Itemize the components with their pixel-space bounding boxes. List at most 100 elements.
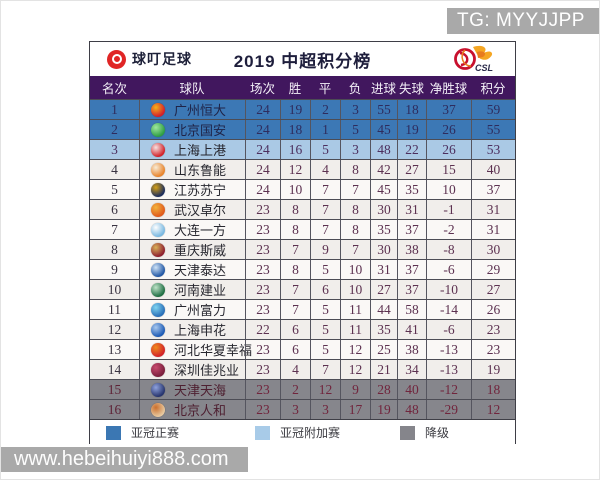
table-row: 4 山东鲁能 24 12 4 8 42 27 15 40 [90,159,515,179]
goal-diff-cell: -1 [426,200,471,219]
team-name: 山东鲁能 [174,163,227,178]
goals-for-cell: 45 [370,120,397,139]
legend-item: 降级 [400,420,449,445]
goals-for-cell: 27 [370,280,397,299]
table-row: 11 广州富力 23 7 5 11 44 58 -14 26 [90,299,515,319]
column-header: 净胜球 [429,82,468,96]
played-cell: 24 [245,120,280,139]
team-crest-icon [151,222,165,237]
standings-body: 1 广州恒大 24 19 2 3 55 18 37 59 2 北京国安 24 18 1 5 45 19 26 55 3 上… [90,99,515,419]
table-row: 14 深圳佳兆业 23 4 7 12 21 34 -13 19 [90,359,515,379]
losses-cell: 8 [340,200,370,219]
goal-diff-cell: -6 [426,320,471,339]
goal-diff-cell: -8 [426,240,471,259]
draws-cell: 7 [310,180,340,199]
goals-for-cell: 55 [370,100,397,119]
goal-diff-cell: -29 [426,400,471,419]
goals-for-cell: 45 [370,180,397,199]
rank-cell: 4 [111,161,118,177]
team-cell: 上海上港 [139,140,245,159]
wins-cell: 8 [280,260,310,279]
wins-cell: 3 [280,400,310,419]
goals-against-cell: 31 [397,200,426,219]
draws-cell: 6 [310,280,340,299]
losses-cell: 8 [340,160,370,179]
points-cell: 53 [471,140,515,159]
goal-diff-cell: -13 [426,340,471,359]
team-name: 天津泰达 [174,263,227,278]
losses-cell: 5 [340,120,370,139]
table-row: 9 天津泰达 23 8 5 10 31 37 -6 29 [90,259,515,279]
column-header: 场次 [249,82,275,96]
table-title-band: 球叮足球 2019 中超积分榜 CSL [90,42,515,76]
draws-cell: 1 [310,120,340,139]
draws-cell: 3 [310,400,340,419]
goal-diff-cell: 37 [426,100,471,119]
team-name: 重庆斯威 [174,243,227,258]
played-cell: 23 [245,380,280,399]
column-header: 进球 [370,82,396,96]
rank-cell: 3 [111,141,118,157]
goals-for-cell: 28 [370,380,397,399]
draws-cell: 12 [310,380,340,399]
team-crest-icon [151,282,165,297]
team-crest-icon [151,142,165,157]
losses-cell: 10 [340,280,370,299]
column-header: 名次 [101,82,127,96]
team-cell: 广州恒大 [139,100,245,119]
goals-for-cell: 30 [370,200,397,219]
played-cell: 24 [245,180,280,199]
rank-cell: 2 [111,121,118,137]
points-cell: 27 [471,280,515,299]
wins-cell: 16 [280,140,310,159]
team-cell: 北京国安 [139,120,245,139]
points-cell: 18 [471,380,515,399]
legend-label: 降级 [425,426,450,440]
goals-against-cell: 38 [397,240,426,259]
team-name: 广州富力 [174,303,227,318]
losses-cell: 17 [340,400,370,419]
page-title: 2019 中超积分榜 [233,51,372,71]
points-cell: 55 [471,120,515,139]
team-name: 上海申花 [174,323,227,338]
team-name: 深圳佳兆业 [174,363,240,378]
goals-against-cell: 27 [397,160,426,179]
team-crest-icon [151,362,165,377]
rank-cell: 11 [108,301,121,317]
wins-cell: 18 [280,120,310,139]
brand-logo: 球叮足球 [107,49,192,69]
team-crest-icon [151,302,165,317]
table-row: 16 北京人和 23 3 3 17 19 48 -29 12 [90,399,515,419]
rank-cell: 12 [107,321,122,337]
team-crest-icon [151,102,165,117]
team-crest-icon [151,242,165,257]
points-cell: 37 [471,180,515,199]
team-cell: 河南建业 [139,280,245,299]
played-cell: 23 [245,400,280,419]
table-row: 1 广州恒大 24 19 2 3 55 18 37 59 [90,99,515,119]
goal-diff-cell: -6 [426,260,471,279]
played-cell: 23 [245,300,280,319]
points-cell: 31 [471,200,515,219]
rank-cell: 8 [111,241,118,257]
team-crest-icon [151,182,165,197]
column-header: 失球 [398,82,424,96]
team-cell: 重庆斯威 [139,240,245,259]
standings-table: 球叮足球 2019 中超积分榜 CSL 名次 球队 场次胜 平 负进球 失球 净胜球 积分 1… [89,41,516,445]
points-cell: 23 [471,320,515,339]
goals-for-cell: 21 [370,360,397,379]
rank-cell: 10 [107,281,122,297]
csl-league-logo-icon: CSL [451,44,497,81]
points-cell: 40 [471,160,515,179]
team-crest-icon [151,202,165,217]
team-cell: 北京人和 [139,400,245,419]
draws-cell: 5 [310,140,340,159]
goals-for-cell: 35 [370,220,397,239]
goal-diff-cell: -2 [426,220,471,239]
losses-cell: 11 [340,320,370,339]
table-row: 13 河北华夏幸福 23 6 5 12 25 38 -13 23 [90,339,515,359]
draws-cell: 7 [310,360,340,379]
wins-cell: 7 [280,300,310,319]
played-cell: 23 [245,220,280,239]
table-row: 7 大连一方 23 8 7 8 35 37 -2 31 [90,219,515,239]
